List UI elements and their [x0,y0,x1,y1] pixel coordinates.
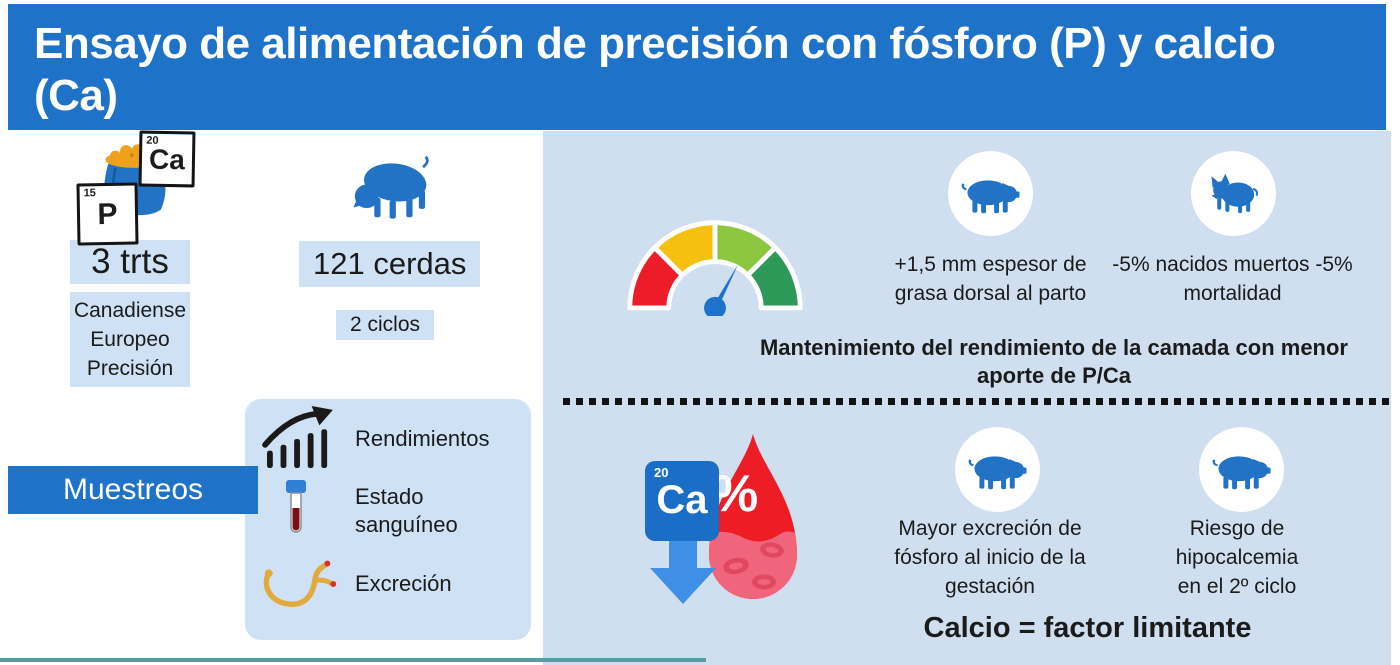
sow-circle [1199,427,1284,512]
sow-icon [1212,455,1271,489]
litter-summary: Mantenimiento del rendimiento de la cama… [759,335,1348,388]
excretion-text: Mayor excreción de fósforo al inicio de … [894,517,1086,598]
element-symbol: Ca [656,478,708,522]
growth-chart-icon [262,406,333,469]
element-number: 15 [83,187,96,200]
hypocalcemia-text: Riesgo de hipocalcemia en el 2º ciclo [1175,517,1299,598]
percent-label: % [712,465,759,523]
treatment-item: Europeo [90,328,170,351]
element-symbol: P [97,197,118,232]
element-number: 20 [654,465,669,480]
piglet-circle [1191,151,1276,236]
element-card-p: 15 P [76,182,139,246]
treatment-item: Precisión [86,357,174,380]
backfat-text: +1,5 mm espesor de grasa dorsal al parto [894,253,1087,305]
element-number: 20 [146,134,159,147]
header-bar: Ensayo de alimentación de precisión con … [8,4,1386,130]
sow-circle [955,427,1040,512]
sow-circle [948,151,1033,236]
element-card-ca: 20 Ca [138,130,196,188]
element-symbol: Ca [148,143,186,176]
muestreos-label: Muestreos [8,466,258,514]
ca-badge: 20 Ca [645,461,719,541]
treatments-count: 3 trts [70,240,190,284]
down-arrow-icon [650,538,716,604]
blood-tube-icon [286,480,306,533]
sow-icon [968,455,1027,489]
sampling-item-label: Rendimientos [355,426,490,451]
treatment-list: Canadiense Europeo Precisión [70,292,190,387]
treatment-item: Canadiense [73,299,187,322]
dotted-divider [563,398,1390,405]
sampling-item-label: Estado sanguíneo [355,484,458,537]
catheter-icon [263,560,337,607]
mortality-text: -5% nacidos muertos -5% mortalidad [1112,253,1353,305]
pig-grazing-icon [353,156,429,219]
limiting-factor-summary: Calcio = factor limitante [923,612,1252,644]
gauge-icon [627,220,803,316]
piglet-icon [1210,173,1258,213]
sows-count: 121 cerdas [299,241,481,287]
blood-drop-icon [709,434,797,599]
bottom-accent-line [0,658,706,662]
sow-icon [961,179,1020,213]
sampling-item-label: Excreción [355,571,452,596]
cycles-count: 2 ciclos [336,310,435,340]
page-title: Ensayo de alimentación de precisión con … [34,19,1276,120]
